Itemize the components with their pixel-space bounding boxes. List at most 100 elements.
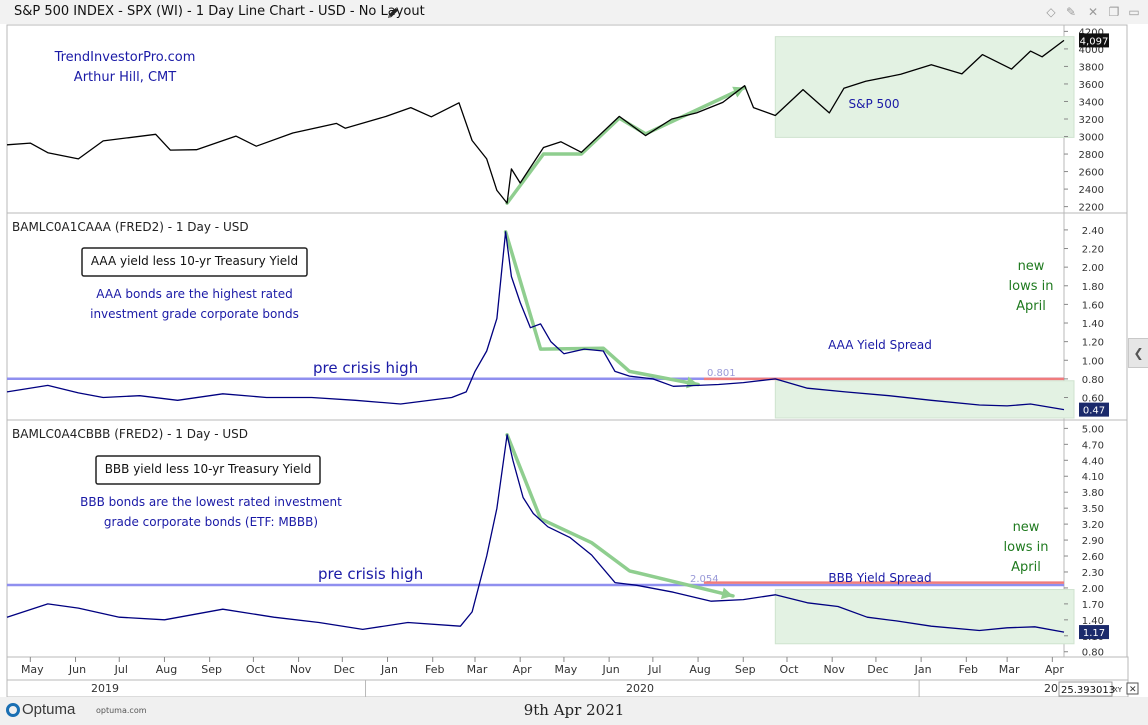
x-tick-label: Jan bbox=[914, 663, 932, 676]
year-label: 2019 bbox=[91, 682, 119, 695]
pin-icon[interactable]: ✎ bbox=[1065, 5, 1077, 19]
last-value-label: 1.17 bbox=[1083, 628, 1105, 639]
y-tick-label: 3200 bbox=[1079, 115, 1104, 126]
pre-crisis-high-label: pre crisis high bbox=[313, 359, 418, 377]
chart-canvas: 4200 4000 3800 3600 3400 3200 3000 2800 2600 2400… bbox=[0, 24, 1148, 697]
title-bar: S&P 500 INDEX - SPX (WI) - 1 Day Line Ch… bbox=[0, 0, 1148, 25]
x-tick-label: Feb bbox=[959, 663, 978, 676]
arrowhead bbox=[720, 587, 734, 600]
y-tick-label: 4000 bbox=[1079, 45, 1104, 56]
x-tick-label: Jun bbox=[68, 663, 86, 676]
y-tick-label: 5.00 bbox=[1082, 424, 1104, 435]
axis-close-button[interactable] bbox=[1126, 682, 1139, 695]
y-tick-label: 2.20 bbox=[1082, 245, 1104, 256]
logo-mark-icon bbox=[6, 703, 20, 717]
pre-crisis-high-label: pre crisis high bbox=[318, 565, 423, 583]
trend-arrow bbox=[505, 433, 735, 598]
year-label: 2020 bbox=[626, 682, 654, 695]
scale-readout: 25.393013 bbox=[1061, 685, 1115, 696]
new-lows-callout: lows in bbox=[1004, 540, 1049, 555]
new-lows-callout: lows in bbox=[1009, 279, 1054, 294]
y-tick-label: 4.40 bbox=[1082, 456, 1104, 467]
site-annotation: TrendInvestorPro.com bbox=[54, 50, 196, 65]
y-tick-label: 1.40 bbox=[1082, 319, 1104, 330]
x-tick-label: Jun bbox=[602, 663, 620, 676]
restore-icon[interactable]: ❐ bbox=[1108, 5, 1120, 19]
x-tick-label: Jul bbox=[647, 663, 661, 676]
pencil-icon[interactable] bbox=[386, 6, 400, 20]
y-tick-label: 1.80 bbox=[1082, 282, 1104, 293]
y-tick-label: 2.30 bbox=[1082, 568, 1104, 579]
pane-title: BAMLC0A1CAAA (FRED2) - 1 Day - USD bbox=[12, 220, 249, 234]
x-axis: May Jun Jul Aug Sep Oct Nov Dec Jan Feb Mar Apr May J… bbox=[6, 656, 1139, 697]
y-tick-label: 0.80 bbox=[1082, 375, 1104, 386]
y-tick-label: 3800 bbox=[1079, 62, 1104, 73]
chevron-left-icon: ❮ bbox=[1133, 346, 1144, 360]
series-label: AAA Yield Spread bbox=[828, 338, 932, 352]
y-tick-label: 1.40 bbox=[1082, 616, 1104, 627]
pane-2: pre crisis high 0.801 2.40 2.20 2.00 1.80 1.60… bbox=[6, 212, 1128, 421]
y-tick-label: 1.20 bbox=[1082, 338, 1104, 349]
x-tick-label: May bbox=[21, 663, 44, 676]
y-tick-label: 2800 bbox=[1079, 150, 1104, 161]
y-axis bbox=[1063, 212, 1128, 421]
xy-label: XY bbox=[1113, 686, 1123, 694]
x-tick-label: Dec bbox=[334, 663, 355, 676]
scale-readout-box[interactable] bbox=[1058, 681, 1113, 697]
x-tick-label: Jan bbox=[380, 663, 398, 676]
pane-3: pre crisis high 2.054 5.00 4.70 4.40 4.10 3.80… bbox=[6, 419, 1128, 659]
x-axis-bg bbox=[6, 656, 1129, 697]
pre-crisis-value-label: 0.801 bbox=[707, 368, 736, 379]
y-tick-label: 3600 bbox=[1079, 80, 1104, 91]
highlight-box bbox=[774, 36, 1075, 138]
y-tick-label: 4.70 bbox=[1082, 440, 1104, 451]
y-tick-label: 2.00 bbox=[1082, 263, 1104, 274]
last-value-badge bbox=[1079, 402, 1109, 417]
diamond-icon[interactable]: ◇ bbox=[1046, 5, 1056, 19]
pane-title: BAMLC0A4CBBB (FRED2) - 1 Day - USD bbox=[12, 427, 248, 441]
x-tick-label: Oct bbox=[779, 663, 799, 676]
y-tick-label: 2.40 bbox=[1082, 226, 1104, 237]
x-tick-label: Apr bbox=[1045, 663, 1065, 676]
series-label: BBB Yield Spread bbox=[828, 571, 931, 585]
close-icon[interactable]: ✕ bbox=[1087, 5, 1099, 19]
x-tick-label: Apr bbox=[513, 663, 533, 676]
y-tick-label: 3.20 bbox=[1082, 520, 1104, 531]
menu-icon[interactable]: ▭ bbox=[1128, 5, 1140, 19]
y-tick-label: 3.50 bbox=[1082, 504, 1104, 515]
optuma-logo: Optuma bbox=[6, 701, 75, 718]
x-tick-label: May bbox=[555, 663, 578, 676]
pane-1: 4200 4000 3800 3600 3400 3200 3000 2800 2600 2400… bbox=[6, 24, 1128, 214]
date-stamp: 9th Apr 2021 bbox=[523, 701, 625, 719]
y-axis bbox=[1063, 419, 1128, 659]
legend-text: AAA yield less 10-yr Treasury Yield bbox=[91, 254, 298, 268]
note-line: AAA bonds are the highest rated bbox=[96, 287, 292, 301]
x-tick-label: Jul bbox=[114, 663, 128, 676]
window-title: S&P 500 INDEX - SPX (WI) - 1 Day Line Ch… bbox=[14, 4, 425, 19]
collapse-panel-tab[interactable]: ❮ bbox=[1128, 338, 1148, 368]
arrowhead bbox=[732, 86, 745, 98]
y-tick-label: 1.70 bbox=[1082, 600, 1104, 611]
last-value-badge bbox=[1079, 33, 1109, 48]
x-tick-label: Oct bbox=[246, 663, 266, 676]
last-value-label: 0.47 bbox=[1083, 406, 1105, 417]
note-line: investment grade corporate bonds bbox=[90, 307, 299, 321]
y-tick-label: 3.80 bbox=[1082, 488, 1104, 499]
legend-box bbox=[95, 455, 321, 485]
y-tick-label: 4200 bbox=[1079, 27, 1104, 38]
pre-crisis-value-label: 2.054 bbox=[690, 574, 719, 585]
year-label: 20 bbox=[1044, 682, 1058, 695]
series-label: S&P 500 bbox=[849, 97, 900, 111]
series-line bbox=[6, 434, 1065, 633]
y-tick-label: 2600 bbox=[1079, 168, 1104, 179]
y-tick-label: 2400 bbox=[1079, 185, 1104, 196]
new-lows-callout: new bbox=[1013, 520, 1040, 535]
highlight-box bbox=[774, 589, 1075, 645]
note-line: grade corporate bonds (ETF: MBBB) bbox=[104, 515, 318, 529]
last-value-badge bbox=[1079, 625, 1109, 640]
y-tick-label: 4.10 bbox=[1082, 472, 1104, 483]
note-line: BBB bonds are the lowest rated investmen… bbox=[80, 495, 342, 509]
logo-text: Optuma bbox=[22, 701, 76, 718]
x-tick-label: Dec bbox=[867, 663, 888, 676]
